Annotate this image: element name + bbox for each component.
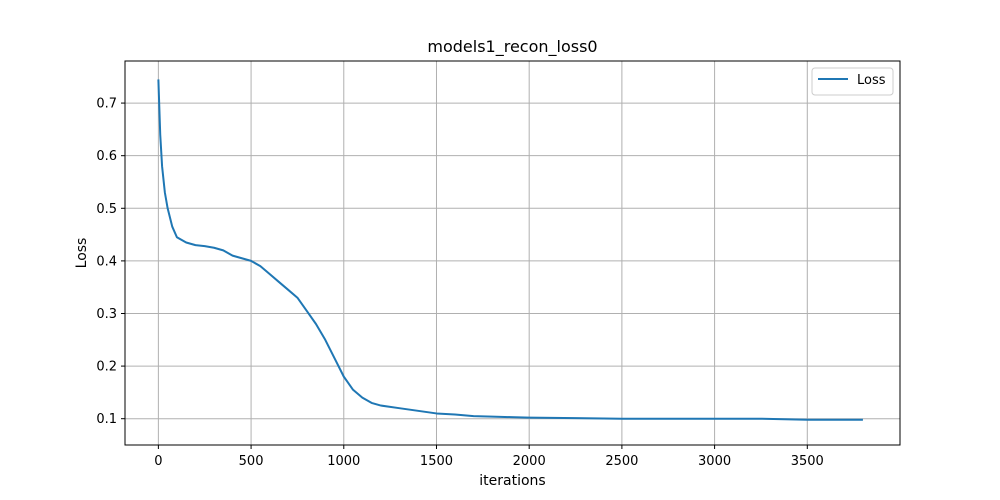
x-tick-label: 1500 xyxy=(420,454,453,469)
y-axis-ticks: 0.1 0.2 0.3 0.4 0.5 0.6 0.7 xyxy=(96,97,125,427)
x-tick-label: 500 xyxy=(239,454,264,469)
series-line-loss xyxy=(157,79,863,421)
series-layer xyxy=(157,79,863,421)
x-tick-label: 3500 xyxy=(791,454,824,469)
y-tick-label: 0.2 xyxy=(96,360,117,375)
y-tick-label: 0.7 xyxy=(96,97,117,112)
x-tick-label: 2500 xyxy=(605,454,638,469)
x-tick-label: 1000 xyxy=(327,454,360,469)
y-tick-label: 0.1 xyxy=(96,412,117,427)
y-tick-label: 0.3 xyxy=(96,307,117,322)
y-tick-label: 0.6 xyxy=(96,149,117,164)
plot-frame xyxy=(124,60,901,446)
y-axis-label: Loss xyxy=(74,238,90,269)
y-tick-label: 0.5 xyxy=(96,202,117,217)
chart-title: models1_recon_loss0 xyxy=(427,37,597,57)
legend-box xyxy=(811,67,894,96)
x-axis-label: iterations xyxy=(479,473,545,489)
x-tick-label: 3000 xyxy=(698,454,731,469)
x-tick-label: 0 xyxy=(154,454,162,469)
legend: Loss xyxy=(811,67,894,96)
x-axis-ticks: 0 500 1000 1500 2000 2500 3000 3500 xyxy=(154,445,824,469)
x-tick-label: 2000 xyxy=(513,454,546,469)
grid xyxy=(125,61,900,445)
legend-label-loss: Loss xyxy=(857,73,886,88)
y-tick-label: 0.4 xyxy=(96,254,117,269)
